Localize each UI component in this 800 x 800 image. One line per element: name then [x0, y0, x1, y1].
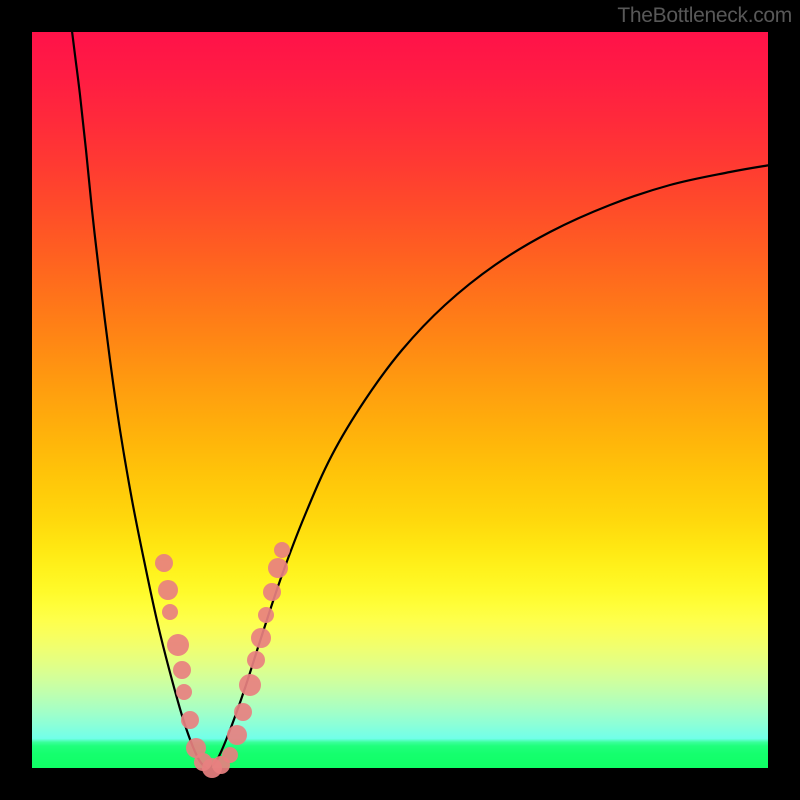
data-marker [251, 628, 271, 648]
data-marker [173, 661, 191, 679]
data-marker [176, 684, 192, 700]
data-marker [227, 725, 247, 745]
data-marker [234, 703, 252, 721]
bottleneck-chart [0, 0, 800, 800]
data-marker [162, 604, 178, 620]
data-marker [274, 542, 290, 558]
data-marker [247, 651, 265, 669]
data-marker [155, 554, 173, 572]
data-marker [158, 580, 178, 600]
data-marker [263, 583, 281, 601]
data-marker [181, 711, 199, 729]
chart-background [32, 32, 768, 768]
chart-container: TheBottleneck.com [0, 0, 800, 800]
data-marker [268, 558, 288, 578]
watermark-text: TheBottleneck.com [617, 4, 792, 28]
data-marker [239, 674, 261, 696]
data-marker [167, 634, 189, 656]
data-marker [258, 607, 274, 623]
data-marker [222, 747, 238, 763]
